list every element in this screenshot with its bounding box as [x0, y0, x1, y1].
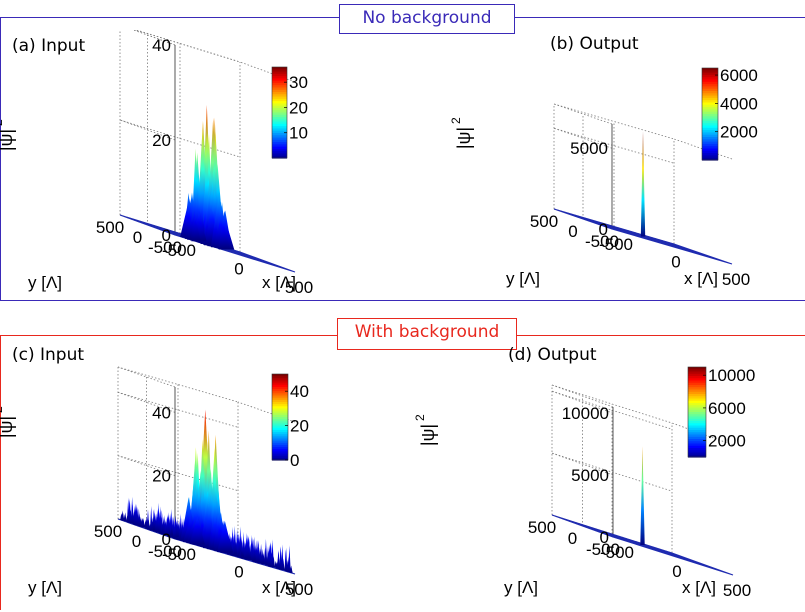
- y-tick-label: 0: [133, 228, 142, 247]
- z-axis-label-text: |ψ|: [0, 129, 16, 151]
- x-axis-label: x [Λ]: [262, 273, 296, 292]
- y-axis-label: y [Λ]: [28, 273, 62, 292]
- y-tick-label: 500: [96, 218, 124, 237]
- x-axis-label: x [Λ]: [684, 269, 718, 288]
- colorbar: 6000 4000 2000: [702, 66, 758, 161]
- colorbar: 30 20 10: [272, 67, 308, 159]
- x-tick-label: 0: [234, 260, 243, 279]
- colorbar-tick-label: 20: [289, 98, 308, 117]
- z-tick-label: 5000: [570, 139, 608, 158]
- z-tick-label: 40: [152, 36, 171, 55]
- surface-peaks: [120, 409, 292, 572]
- y-tick-label: 0: [568, 222, 577, 241]
- surface-peaks: [641, 132, 645, 237]
- colorbar-tick-label: 30: [289, 73, 308, 92]
- z-axis-label-text: |ψ|: [454, 127, 474, 149]
- x-tick-label: 0: [671, 253, 680, 272]
- z-axis-label-sup: 2: [0, 119, 5, 126]
- y-axis-label: y [Λ]: [506, 269, 540, 288]
- colorbar-tick-label: 4000: [720, 94, 758, 113]
- z-tick-label: 20: [152, 131, 171, 150]
- panel-title: (a) Input: [12, 36, 85, 56]
- output-peak: [641, 132, 645, 237]
- colorbar-tick-label: 2000: [720, 123, 758, 142]
- z-axis-label: |ψ| 2: [0, 119, 16, 151]
- colorbar-tick-label: 10: [289, 124, 308, 143]
- y-tick-label: -500: [585, 232, 619, 251]
- panel-title: (b) Output: [550, 34, 639, 54]
- y-tick-label: 500: [530, 212, 558, 231]
- y-tick-label: -500: [148, 238, 182, 257]
- colorbar-tick-label: 6000: [720, 66, 758, 85]
- surface-peaks: [180, 105, 234, 250]
- z-axis-label-sup: 2: [449, 117, 463, 124]
- x-tick-label: 500: [722, 270, 750, 289]
- z-axis-label: |ψ| 2: [449, 117, 474, 149]
- panel-title: (c) Input: [12, 345, 84, 365]
